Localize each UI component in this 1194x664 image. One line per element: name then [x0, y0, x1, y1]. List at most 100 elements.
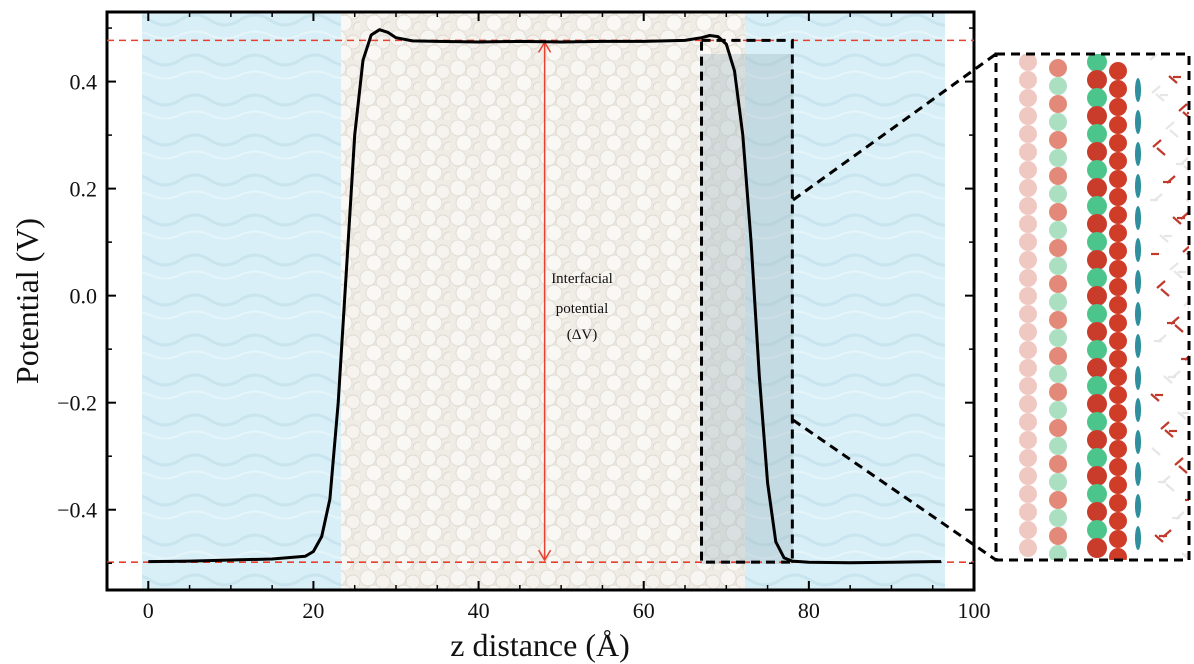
atom-oxygen — [1109, 188, 1127, 206]
water-molecule — [1169, 129, 1179, 138]
atom-oxygen — [1109, 332, 1127, 350]
atom-front — [1087, 376, 1107, 396]
atom-mid — [1049, 149, 1067, 167]
water-molecule — [1168, 75, 1178, 84]
zoom-connector-top — [792, 52, 997, 202]
water-molecule — [1185, 198, 1189, 204]
atom-front — [1087, 178, 1107, 198]
atom-oxygen — [1109, 242, 1127, 260]
atom-faded — [1019, 341, 1037, 359]
atom-faded — [1019, 431, 1037, 449]
y-tick-label: 0.2 — [70, 177, 98, 202]
atom-front — [1087, 520, 1107, 540]
water-molecule — [1155, 93, 1165, 102]
atom-front — [1087, 160, 1107, 180]
water-molecule — [1174, 457, 1184, 466]
y-tick-label: −0.4 — [57, 498, 97, 523]
y-axis-ticks: 0.4 0.2 0.0 −0.2 −0.4 — [57, 27, 974, 564]
atom-front — [1087, 430, 1107, 450]
atom-oxygen — [1109, 494, 1127, 512]
x-tick-label: 20 — [302, 598, 324, 623]
atom-oxygen — [1109, 368, 1127, 386]
zoom-region-box — [700, 38, 794, 564]
atom-front — [1087, 232, 1107, 252]
atom-faded — [1019, 71, 1037, 89]
water-molecule — [1165, 121, 1175, 130]
water-molecule — [1165, 483, 1175, 492]
atom-front — [1087, 340, 1107, 360]
atom-mid — [1049, 401, 1067, 419]
atom-faded — [1019, 107, 1037, 125]
atom-oxygen — [1109, 278, 1127, 296]
atom-faded — [1019, 539, 1037, 557]
atom-mid — [1049, 473, 1067, 491]
atom-mid — [1049, 509, 1067, 527]
atom-oxygen — [1109, 224, 1127, 242]
water-molecule — [1152, 139, 1162, 148]
ion — [1135, 270, 1141, 294]
atom-front — [1087, 88, 1107, 108]
ion — [1135, 302, 1141, 326]
atom-mid — [1049, 329, 1067, 347]
atom-mid — [1049, 383, 1067, 401]
water-molecule — [1169, 262, 1179, 271]
atom-mid — [1049, 347, 1067, 365]
atom-front — [1087, 502, 1107, 522]
atom-front — [1087, 304, 1107, 324]
water-molecule — [1178, 465, 1188, 474]
zoom-connector-bottom — [792, 418, 997, 562]
water-molecule — [1154, 534, 1164, 543]
atom-front — [1087, 538, 1107, 558]
water-molecule — [1160, 421, 1170, 430]
atom-front — [1087, 250, 1107, 270]
atom-front — [1087, 54, 1107, 72]
atom-faded — [1019, 413, 1037, 431]
water-molecule — [1177, 411, 1187, 420]
atom-faded — [1019, 449, 1037, 467]
atom-mid — [1049, 131, 1067, 149]
atom-mid — [1049, 365, 1067, 383]
atom-oxygen — [1109, 422, 1127, 440]
x-tick-label: 80 — [798, 598, 820, 623]
atom-faded — [1019, 197, 1037, 215]
water-molecule — [1178, 103, 1188, 112]
atom-mid — [1049, 167, 1067, 185]
atom-mid — [1049, 545, 1067, 560]
y-tick-label: −0.2 — [57, 391, 97, 416]
x-tick-label: 40 — [468, 598, 490, 623]
water-molecule — [1173, 270, 1183, 279]
atom-front — [1087, 70, 1107, 90]
atom-faded — [1019, 89, 1037, 107]
atom-faded — [1019, 395, 1037, 413]
atom-faded — [1019, 503, 1037, 521]
atom-faded — [1019, 269, 1037, 287]
atom-mid — [1049, 257, 1067, 275]
ion — [1135, 78, 1141, 102]
atom-front — [1087, 286, 1107, 306]
arrow-head-bottom — [537, 549, 552, 562]
atom-faded — [1019, 125, 1037, 143]
series-layer — [148, 28, 941, 565]
x-tick-label: 0 — [143, 598, 154, 623]
atom-faded — [1019, 179, 1037, 197]
atom-faded — [1019, 467, 1037, 485]
atom-oxygen — [1109, 98, 1127, 116]
atom-front — [1087, 322, 1107, 342]
atom-oxygen — [1109, 62, 1127, 80]
y-axis-title: Potential (V) — [9, 218, 45, 384]
atom-oxygen — [1109, 296, 1127, 314]
water-molecule — [1151, 85, 1161, 94]
atom-faded — [1019, 323, 1037, 341]
x-axis-ticks: 0 20 40 60 80 100 — [143, 12, 991, 623]
atom-oxygen — [1109, 458, 1127, 476]
interface-snapshot-frame — [994, 52, 1191, 562]
ion — [1135, 494, 1141, 518]
atom-mid — [1049, 455, 1067, 473]
atom-front — [1087, 394, 1107, 414]
atom-oxygen — [1109, 152, 1127, 170]
atom-oxygen — [1109, 170, 1127, 188]
atom-mid — [1049, 239, 1067, 257]
atom-oxygen — [1109, 260, 1127, 278]
y-tick-label: 0.0 — [70, 284, 98, 309]
atom-oxygen — [1109, 134, 1127, 152]
